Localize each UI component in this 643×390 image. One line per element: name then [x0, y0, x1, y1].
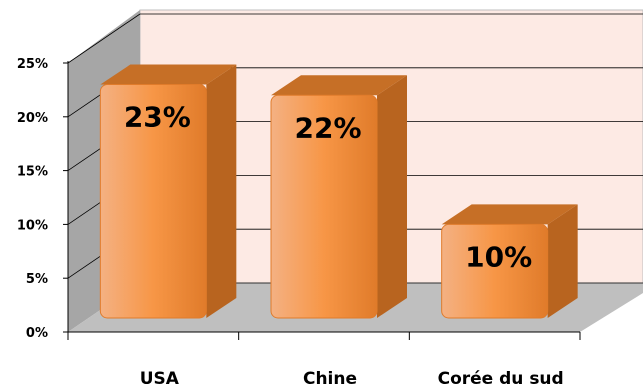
data-label: 23%	[124, 101, 191, 134]
y-tick-label: 20%	[17, 111, 48, 126]
bar-side	[206, 64, 237, 319]
y-tick-label: 15%	[17, 165, 48, 180]
y-tick-label: 0%	[26, 326, 48, 341]
y-tick-label: 10%	[17, 218, 48, 233]
axis	[63, 61, 581, 340]
labels: 0% 5% 10% 15% 20% 25% 23% USA 22% Chine 10% Corée d…	[17, 57, 564, 389]
bar-top	[100, 64, 237, 85]
bar-top	[441, 204, 578, 225]
bars	[99, 64, 578, 319]
y-tick-label: 5%	[26, 272, 48, 287]
x-tick-label: Chine	[303, 369, 357, 389]
bar-front	[99, 84, 207, 319]
bar-top	[271, 75, 407, 96]
bar-front	[270, 94, 378, 319]
x-tick-label: USA	[140, 369, 180, 389]
data-label: 22%	[294, 111, 361, 144]
y-tick-label: 25%	[17, 57, 48, 72]
gridline-side	[67, 13, 141, 64]
bar-side	[377, 75, 407, 318]
x-tick-label: Corée du sud	[438, 369, 564, 389]
bar	[441, 204, 578, 319]
bar	[99, 64, 237, 319]
bar	[270, 75, 407, 319]
data-label: 10%	[465, 240, 532, 273]
bar-side	[547, 204, 578, 318]
bar-front	[441, 223, 549, 319]
